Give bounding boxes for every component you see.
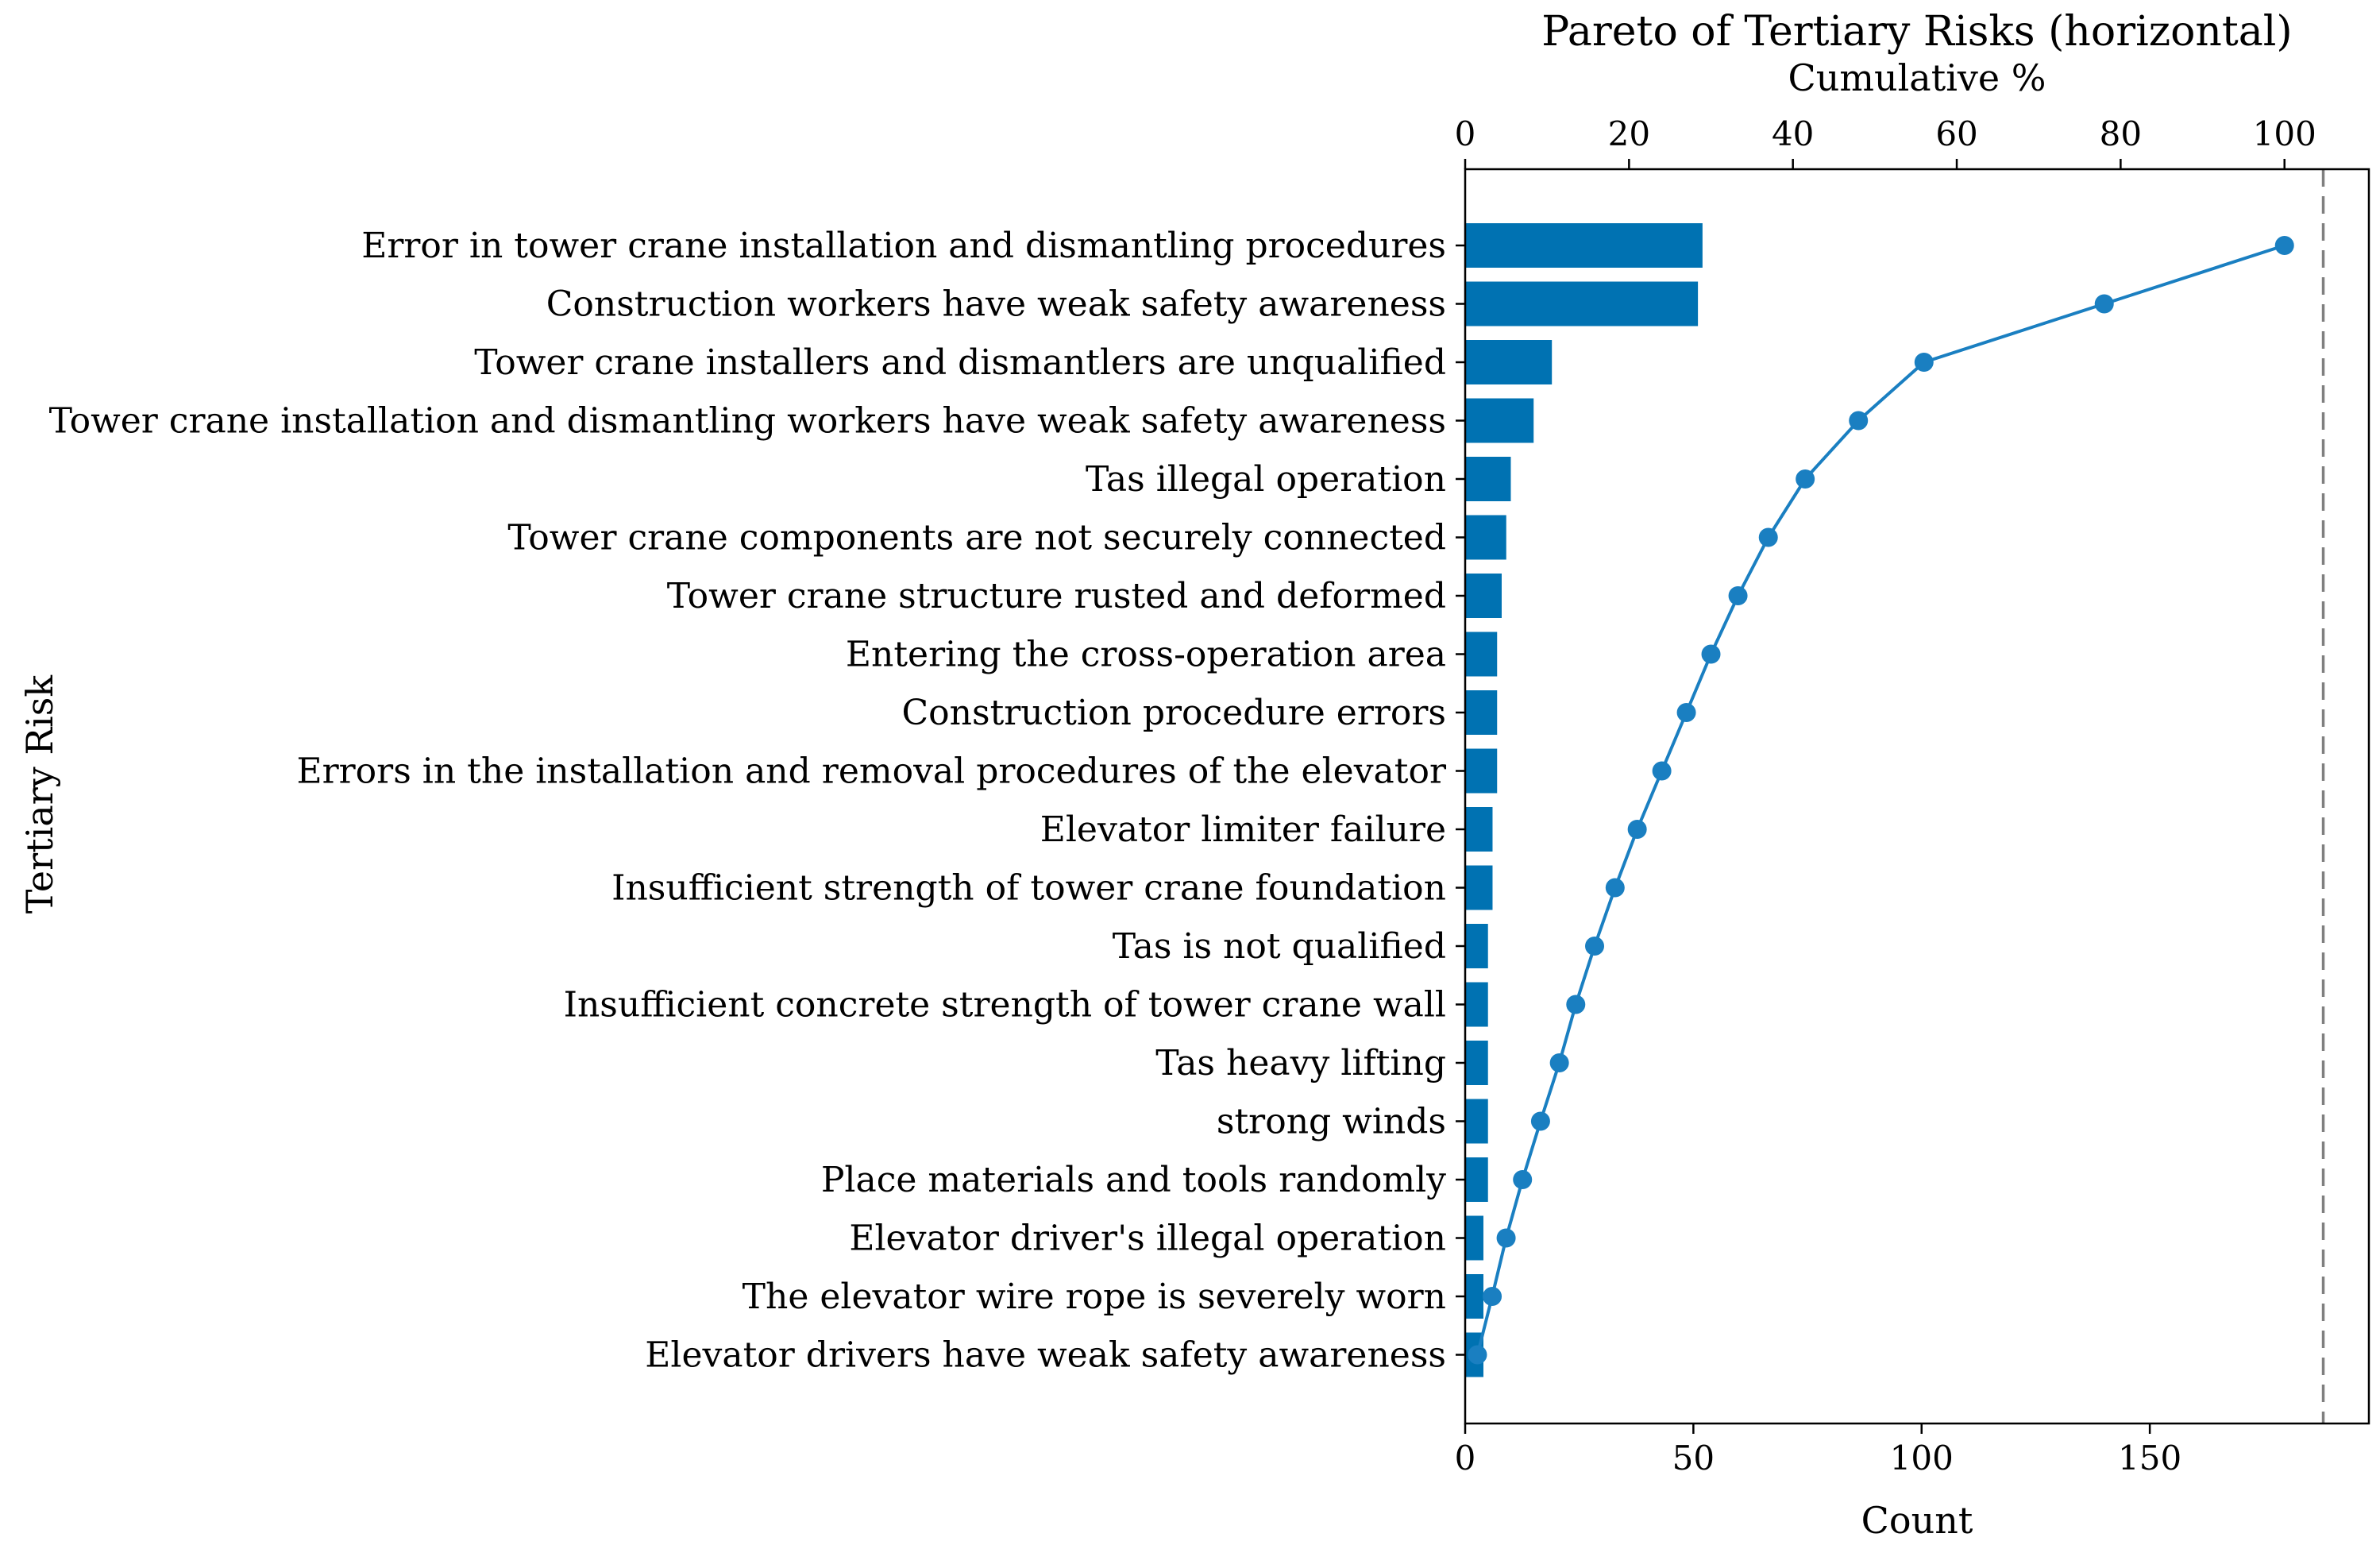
category-label: Construction procedure errors — [902, 693, 1446, 733]
cumulative-point — [1468, 1345, 1487, 1365]
top-tick-label: 20 — [1608, 114, 1650, 153]
cumulative-point — [2094, 294, 2114, 314]
cumulative-point — [1627, 820, 1647, 839]
bar — [1465, 807, 1493, 852]
category-label: Construction workers have weak safety aw… — [546, 284, 1446, 325]
bar — [1465, 1041, 1488, 1085]
bar — [1465, 748, 1498, 794]
x-axis-title: Count — [1861, 1499, 1973, 1542]
cumulative-point — [1728, 586, 1748, 605]
bar — [1465, 281, 1699, 326]
bar — [1465, 632, 1498, 677]
category-label: Tower crane installers and dismantlers a… — [474, 342, 1446, 383]
category-label: Tas illegal operation — [1086, 459, 1446, 500]
bar — [1465, 457, 1511, 501]
cumulative-point — [1566, 995, 1586, 1014]
cumulative-point — [1914, 353, 1934, 372]
cumulative-point — [1796, 469, 1815, 489]
plot-area: Error in tower crane installation and di… — [49, 114, 2370, 1478]
chart-title: Pareto of Tertiary Risks (horizontal) — [1541, 8, 2292, 56]
cumulative-point — [1585, 937, 1605, 956]
cumulative-point — [1483, 1287, 1502, 1306]
x-tick-label: 100 — [1890, 1439, 1954, 1478]
category-label: Insufficient concrete strength of tower … — [564, 985, 1446, 1026]
category-label: strong winds — [1217, 1102, 1446, 1142]
bar — [1465, 398, 1534, 443]
category-label: Tas is not qualified — [1113, 926, 1446, 967]
top-tick-label: 40 — [1772, 114, 1814, 153]
bar — [1465, 1157, 1488, 1202]
category-label: Error in tower crane installation and di… — [361, 226, 1446, 266]
category-label: Elevator driver's illegal operation — [849, 1219, 1446, 1259]
cumulative-point — [1849, 411, 1869, 431]
bar — [1465, 1274, 1483, 1319]
top-axis-title: Cumulative % — [1788, 56, 2046, 99]
cumulative-point — [1652, 761, 1672, 781]
cumulative-point — [1513, 1170, 1533, 1189]
bar — [1465, 1099, 1488, 1144]
bar — [1465, 574, 1502, 618]
bar — [1465, 223, 1703, 268]
y-axis-title: Tertiary Risk — [18, 674, 61, 914]
bar — [1465, 690, 1498, 735]
category-label: Tower crane installation and dismantling… — [49, 401, 1446, 442]
x-tick-label: 150 — [2118, 1439, 2181, 1478]
category-label: Tower crane structure rusted and deforme… — [667, 576, 1446, 616]
category-label: The elevator wire rope is severely worn — [743, 1277, 1446, 1317]
category-label: Tower crane components are not securely … — [507, 518, 1446, 558]
category-label: Insufficient strength of tower crane fou… — [611, 868, 1446, 909]
cumulative-point — [1701, 644, 1721, 664]
category-label: Errors in the installation and removal p… — [297, 751, 1447, 792]
category-label: Place materials and tools randomly — [821, 1160, 1446, 1200]
cumulative-point — [1530, 1111, 1550, 1131]
x-tick-label: 50 — [1672, 1439, 1715, 1478]
cumulative-point — [1676, 703, 1696, 722]
plot-frame — [1464, 168, 2370, 1425]
top-tick-label: 80 — [2100, 114, 2142, 153]
x-tick-label: 0 — [1455, 1439, 1476, 1478]
bar — [1465, 982, 1488, 1027]
bar — [1465, 1215, 1483, 1261]
category-label: Elevator limiter failure — [1040, 809, 1446, 850]
cumulative-point — [2274, 236, 2294, 255]
bar — [1465, 924, 1488, 968]
category-label: Elevator drivers have weak safety awaren… — [645, 1335, 1446, 1376]
top-tick-label: 60 — [1935, 114, 1977, 153]
bar — [1465, 865, 1493, 910]
cumulative-point — [1549, 1053, 1569, 1072]
cumulative-line — [1475, 244, 2285, 1355]
bar — [1465, 340, 1553, 384]
cumulative-point — [1605, 878, 1625, 898]
bar — [1465, 515, 1506, 560]
cumulative-point — [1758, 527, 1778, 547]
top-tick-label: 100 — [2253, 114, 2316, 153]
cumulative-point — [1496, 1228, 1516, 1248]
top-tick-label: 0 — [1455, 114, 1476, 153]
category-label: Entering the cross-operation area — [846, 635, 1446, 675]
category-label: Tas heavy lifting — [1155, 1043, 1446, 1084]
